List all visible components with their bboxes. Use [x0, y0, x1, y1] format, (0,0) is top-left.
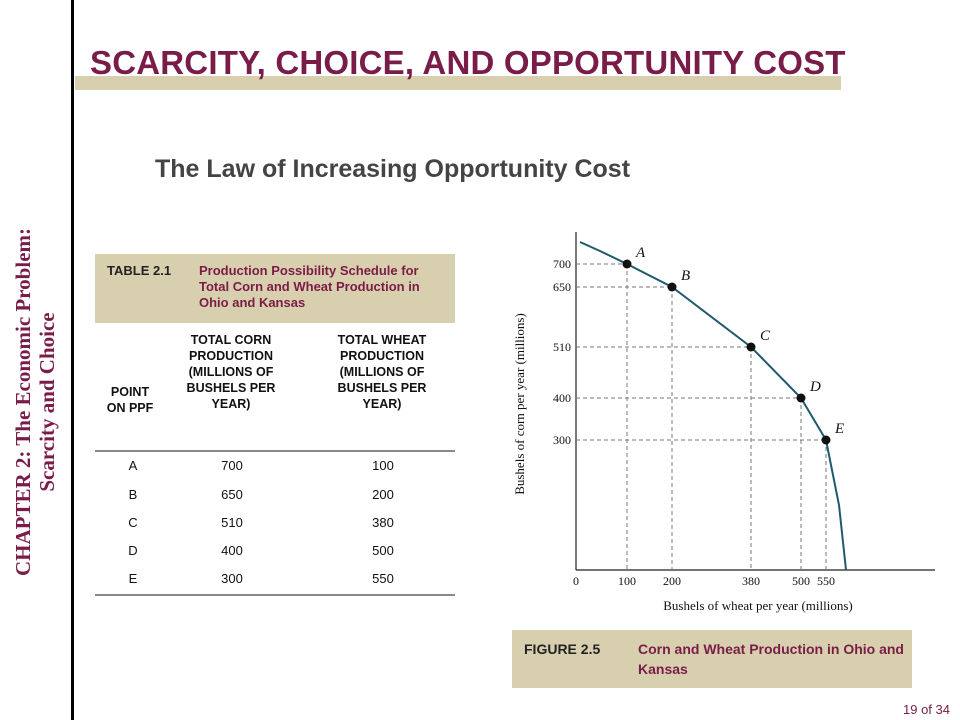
- table-caption: TABLE 2.1 Production Possibility Schedul…: [95, 254, 455, 323]
- x-tick-100: 100: [618, 574, 636, 588]
- table-cell: 100: [372, 458, 394, 473]
- table-cell: 550: [372, 571, 394, 586]
- chapter-title-line1: CHAPTER 2: The Economic Problem:: [11, 227, 35, 577]
- figure-caption-number: FIGURE 2.5: [524, 641, 601, 657]
- figure-caption-text: Corn and Wheat Production in Ohio and Ka…: [638, 641, 904, 677]
- table-cell: D: [128, 543, 138, 558]
- chapter-title-line2: Scarcity and Choice: [35, 312, 59, 492]
- table-bottom-rule: [95, 594, 455, 596]
- point-label-E: E: [834, 421, 844, 437]
- table-cell: 700: [221, 458, 243, 473]
- title-underline-bar: [75, 76, 841, 90]
- page-title: SCARCITY, CHOICE, AND OPPORTUNITY COST: [90, 44, 846, 81]
- x-tick-200: 200: [663, 574, 681, 588]
- table-header-corn: TOTAL CORN PRODUCTION (MILLIONS OF BUSHE…: [186, 333, 276, 411]
- y-tick-650: 650: [553, 280, 571, 294]
- table-cell: A: [128, 458, 138, 473]
- table-header-rule: [95, 450, 455, 452]
- table-cell: 400: [221, 543, 243, 558]
- point-E: [821, 435, 831, 445]
- y-tick-510: 510: [553, 340, 571, 354]
- point-label-C: C: [760, 328, 771, 344]
- table-cell: C: [128, 515, 138, 530]
- x-tick-380: 380: [742, 574, 760, 588]
- y-tick-700: 700: [553, 257, 571, 271]
- x-tick-550: 550: [817, 574, 835, 588]
- guide-lines: [576, 263, 827, 570]
- point-label-A: A: [635, 245, 646, 261]
- point-A: [622, 259, 632, 269]
- point-label-D: D: [809, 379, 821, 395]
- table-header-wheat: TOTAL WHEAT PRODUCTION (MILLIONS OF BUSH…: [337, 333, 427, 411]
- table-cell: 380: [372, 515, 394, 530]
- page-number: 19 of 34: [903, 702, 950, 717]
- point-B: [667, 282, 677, 292]
- table-cell: E: [128, 571, 138, 586]
- sidebar-divider: [71, 0, 74, 720]
- ppf-curve: [579, 241, 847, 571]
- table-cell: 300: [221, 571, 243, 586]
- table-cell: 500: [372, 543, 394, 558]
- x-axis-label: Bushels of wheat per year (millions): [663, 598, 853, 613]
- y-tick-300: 300: [553, 433, 571, 447]
- table-header-point: POINT ON PPF: [106, 385, 154, 415]
- table-cell: B: [128, 487, 138, 502]
- point-label-B: B: [681, 268, 690, 284]
- table-caption-number: TABLE 2.1: [107, 263, 172, 278]
- chart-points: A B C D E: [622, 245, 844, 445]
- page-subtitle: The Law of Increasing Opportunity Cost: [155, 155, 631, 183]
- chapter-sidebar: CHAPTER 2: The Economic Problem: Scarcit…: [0, 0, 70, 720]
- table-caption-text: Production Possibility Schedule for Tota…: [199, 263, 420, 310]
- table-cell: 200: [372, 487, 394, 502]
- table-cell: 510: [221, 515, 243, 530]
- figure-caption: FIGURE 2.5 Corn and Wheat Production in …: [512, 630, 912, 688]
- point-C: [746, 342, 756, 352]
- point-D: [796, 393, 806, 403]
- table-cell: 650: [221, 487, 243, 502]
- y-tick-labels: 700 650 510 400 300: [553, 257, 571, 447]
- y-axis-label: Bushels of corn per year (millions): [512, 313, 527, 495]
- x-tick-500: 500: [792, 574, 810, 588]
- x-tick-labels: 0 100 200 380 500 550: [573, 574, 835, 588]
- y-tick-400: 400: [553, 391, 571, 405]
- x-tick-0: 0: [573, 574, 579, 588]
